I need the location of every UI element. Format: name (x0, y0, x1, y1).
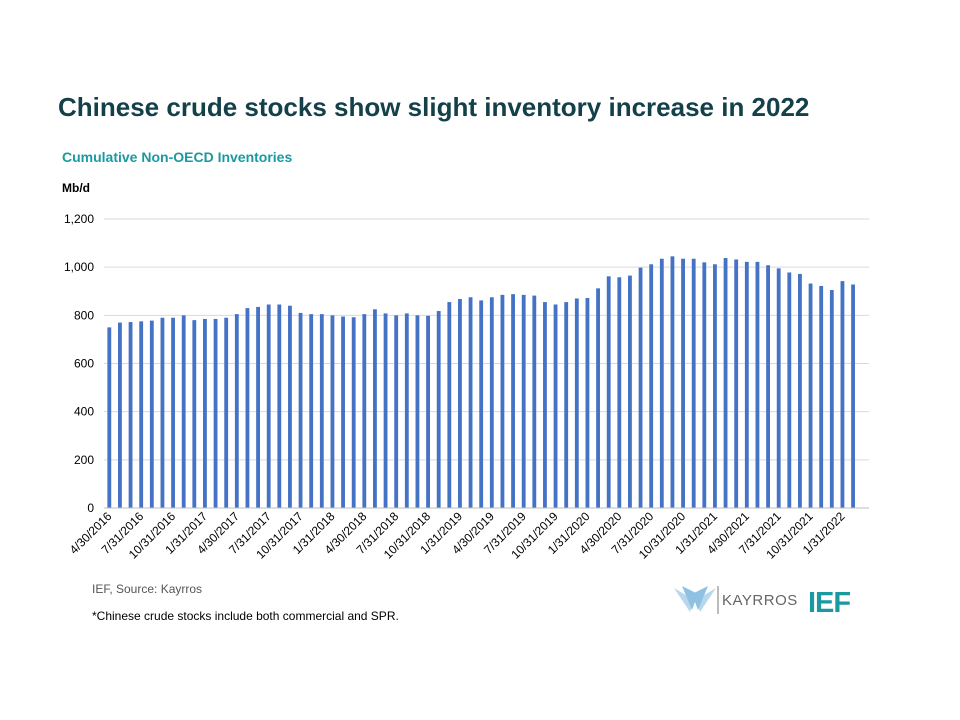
y-tick-label: 1,000 (64, 260, 94, 274)
bar (819, 285, 824, 508)
bar (128, 322, 133, 508)
bar (808, 283, 813, 508)
bar (341, 316, 345, 508)
bar (617, 277, 622, 508)
bar (787, 272, 792, 508)
bar (659, 258, 664, 508)
bar (723, 258, 728, 508)
bar (840, 281, 845, 508)
bar (755, 261, 760, 508)
ief-logo-mark: IEF (808, 587, 851, 619)
bar (192, 320, 197, 508)
bar (330, 315, 335, 508)
chart-title: Chinese crude stocks show slight invento… (58, 92, 810, 122)
bar (181, 315, 186, 508)
bar (160, 317, 165, 508)
gridlines (104, 218, 869, 461)
bar (479, 300, 484, 508)
bar (734, 259, 739, 508)
bar (426, 315, 430, 508)
bar (521, 294, 526, 508)
bar (171, 317, 175, 508)
bar (543, 302, 547, 508)
bar (851, 284, 855, 508)
bar (351, 317, 356, 508)
bar (118, 322, 122, 508)
bar (149, 320, 154, 508)
bar (553, 304, 558, 508)
bar (362, 314, 367, 508)
bar (649, 264, 654, 508)
y-tick-label: 0 (87, 501, 94, 515)
bar (681, 258, 685, 508)
bar (489, 297, 494, 508)
bar (829, 290, 834, 508)
bar (107, 327, 112, 508)
bar (766, 265, 770, 508)
bar (670, 256, 675, 508)
source-note: IEF, Source: Kayrros (92, 582, 203, 596)
bar (319, 314, 324, 508)
chart-subtitle: Cumulative Non-OECD Inventories (62, 149, 293, 165)
y-axis-ticks: 0 200 400 600 800 1,000 1,200 (64, 212, 94, 515)
bar (458, 298, 462, 508)
bar (383, 313, 388, 508)
y-tick-label: 600 (74, 357, 94, 371)
bar (702, 262, 707, 508)
bar (744, 261, 749, 508)
footnote: *Chinese crude stocks include both comme… (92, 609, 399, 623)
x-axis-ticks: 4/30/20167/31/201610/31/20161/31/20174/3… (67, 509, 848, 562)
bar (288, 305, 292, 508)
bar (256, 306, 260, 508)
bar (574, 298, 579, 508)
bar (245, 308, 250, 508)
y-tick-label: 800 (74, 308, 94, 322)
ief-logo-text: IEF (808, 587, 850, 616)
bar-chart: 0 200 400 600 800 1,000 1,200 4/30/20167/31/20… (64, 212, 869, 562)
bar (224, 317, 229, 508)
bar (394, 315, 399, 508)
bar (585, 297, 590, 508)
bar (500, 294, 505, 508)
bar (691, 258, 696, 508)
bar (564, 302, 569, 508)
bar (798, 273, 802, 508)
bar (511, 294, 515, 508)
bar (203, 318, 207, 508)
kayrros-logo-mark: KAYRROS (674, 586, 797, 614)
bar (628, 275, 632, 508)
bar (596, 288, 600, 508)
bar (213, 318, 218, 508)
ief-logo: IEF (808, 586, 870, 621)
y-tick-label: 400 (74, 405, 94, 419)
bar (468, 297, 473, 508)
bar (532, 295, 537, 508)
bar (436, 310, 441, 508)
bar (404, 313, 409, 508)
bar-series (107, 256, 855, 508)
bar (277, 304, 282, 508)
bar (373, 309, 377, 508)
bar (415, 315, 420, 508)
bar (309, 314, 314, 508)
y-tick-label: 1,200 (64, 212, 94, 226)
bar (776, 268, 781, 508)
bar (234, 314, 239, 508)
y-axis-unit-label: Mb/d (62, 181, 90, 195)
bar (713, 264, 717, 508)
bar (266, 304, 271, 508)
bar (606, 276, 611, 508)
kayrros-logo: KAYRROS (672, 584, 797, 621)
y-tick-label: 200 (74, 453, 94, 467)
bar (447, 302, 452, 508)
kayrros-logo-text: KAYRROS (722, 592, 797, 609)
bar (638, 267, 643, 508)
bar (139, 321, 144, 508)
bar (298, 312, 303, 508)
